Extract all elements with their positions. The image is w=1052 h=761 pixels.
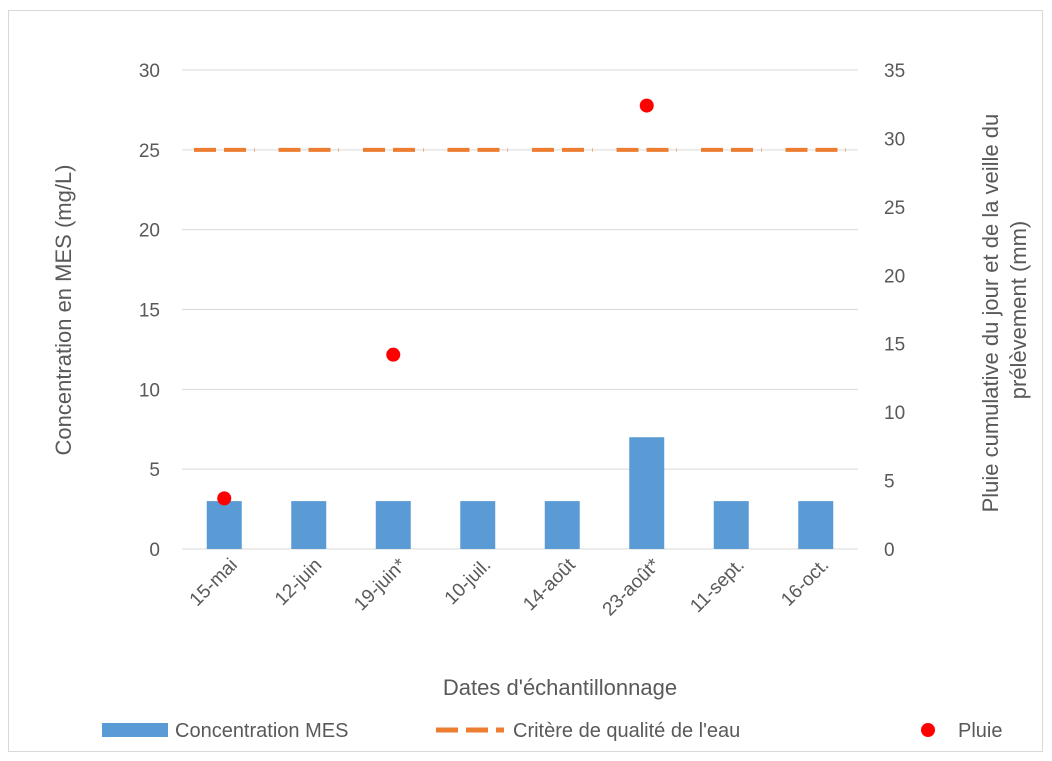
- x-axis-title: Dates d'échantillonnage: [443, 675, 677, 700]
- x-tick-label: 10-juil.: [441, 555, 495, 609]
- bar-23-août*: [629, 437, 665, 549]
- legend-label-bars: Concentration MES: [175, 720, 348, 742]
- y2-tick-label: 15: [884, 335, 905, 356]
- y-tick-label: 5: [149, 460, 160, 481]
- y2-tick-label: 30: [884, 129, 905, 150]
- bar-10-juil.: [460, 501, 496, 549]
- y2-axis-title-line-2: prélèvement (mm): [1006, 221, 1031, 399]
- bar-19-juin*: [375, 501, 411, 549]
- y-tick-label: 0: [149, 540, 160, 561]
- right-axis-ticks: 0 5 10 15 20 25 30 35: [884, 61, 905, 561]
- rain-point-19-juin*: [386, 347, 401, 362]
- y2-tick-label: 25: [884, 198, 905, 219]
- bar-11-sept.: [713, 501, 749, 549]
- x-tick-label: 11-sept.: [686, 555, 748, 617]
- rain-point-15-mai: [217, 491, 232, 506]
- y2-axis-title-line-1: Pluie cumulative du jour et de la veille…: [978, 114, 1003, 513]
- y2-tick-label: 5: [884, 472, 895, 493]
- bar-14-août: [544, 501, 580, 549]
- y-axis-title: Concentration en MES (mg/L): [51, 164, 76, 455]
- chart-frame: [8, 10, 1043, 752]
- rain-point-series: [217, 98, 654, 506]
- bar-series: [206, 437, 834, 549]
- x-tick-label: 12-juin: [271, 555, 326, 610]
- y-tick-label: 30: [139, 61, 160, 82]
- bar-12-juin: [291, 501, 327, 549]
- bar-16-oct.: [798, 501, 834, 549]
- y2-tick-label: 10: [884, 403, 905, 424]
- legend-label-points: Pluie: [958, 720, 1002, 742]
- legend: Concentration MES Critère de qualité de …: [102, 720, 1002, 742]
- rain-point-23-août*: [639, 98, 654, 113]
- y-tick-label: 10: [139, 380, 160, 401]
- legend-swatch-bars: [102, 723, 168, 737]
- x-tick-label: 14-août: [519, 554, 580, 615]
- y2-tick-label: 20: [884, 266, 905, 287]
- x-tick-label: 16-oct.: [777, 555, 833, 611]
- y2-axis-title: Pluie cumulative du jour et de la veille…: [978, 108, 1031, 513]
- y-tick-label: 25: [139, 141, 160, 162]
- gridlines: [182, 69, 858, 550]
- y-tick-label: 15: [139, 301, 160, 322]
- left-axis-ticks: 0 5 10 15 20 25 30: [139, 61, 160, 561]
- x-tick-label: 23-août*: [599, 554, 665, 620]
- y2-tick-label: 0: [884, 540, 895, 561]
- y-tick-label: 20: [139, 221, 160, 242]
- x-axis-ticks: 15-mai 12-juin 19-juin* 10-juil. 14-août 23-a…: [186, 554, 833, 620]
- x-tick-label: 15-mai: [186, 555, 242, 611]
- x-tick-label: 19-juin*: [350, 554, 411, 615]
- legend-swatch-points: [921, 723, 935, 737]
- y2-tick-label: 35: [884, 61, 905, 82]
- legend-label-line: Critère de qualité de l'eau: [513, 720, 740, 742]
- bar-15-mai: [206, 501, 242, 549]
